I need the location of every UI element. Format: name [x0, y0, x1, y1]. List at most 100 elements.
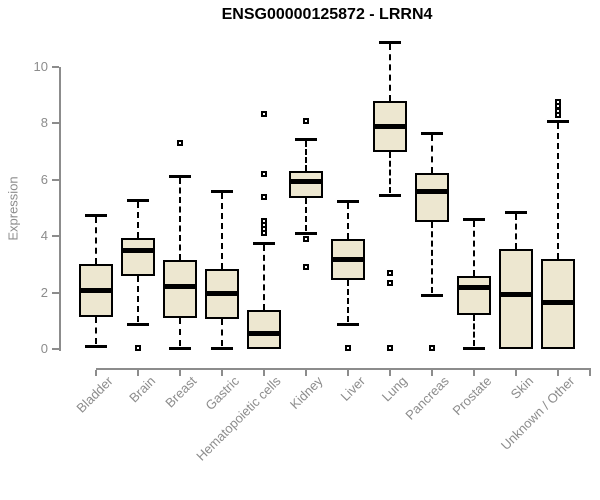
box-brain [121, 238, 155, 276]
whisker-lower-kidney [305, 198, 307, 231]
x-tick-label: Bladder [73, 373, 116, 416]
outlier-hematopoietic-cells [261, 218, 267, 224]
x-tick [221, 370, 223, 376]
x-tick [137, 370, 139, 376]
y-tick [52, 235, 59, 237]
outlier-hematopoietic-cells [261, 194, 267, 200]
whisker-upper-pancreas [431, 135, 433, 173]
y-tick-label: 4 [40, 228, 48, 243]
outlier-kidney [303, 236, 309, 242]
whisker-upper-breast [179, 178, 181, 260]
median-bladder [79, 288, 113, 293]
whisker-cap-lower-pancreas [421, 294, 443, 297]
median-prostate [457, 285, 491, 290]
x-tick [557, 370, 559, 376]
x-tick-label: Kidney [287, 373, 326, 413]
outlier-unknown-other [555, 108, 561, 114]
median-gastric [205, 291, 239, 296]
whisker-cap-upper-hematopoietic-cells [253, 242, 275, 245]
x-tick-label: Pancreas [402, 373, 452, 423]
whisker-cap-upper-gastric [211, 190, 233, 193]
whisker-upper-lung [389, 44, 391, 101]
whisker-upper-unknown-other [557, 123, 559, 259]
x-tick [95, 370, 97, 376]
whisker-lower-liver [347, 280, 349, 322]
y-tick [52, 348, 59, 350]
outlier-pancreas [429, 345, 435, 351]
whisker-lower-brain [137, 276, 139, 322]
box-pancreas [415, 173, 449, 222]
whisker-lower-lung [389, 152, 391, 193]
x-tick [473, 370, 475, 376]
x-tick [515, 370, 517, 376]
x-tick-label: Lung [378, 373, 410, 405]
y-tick-label: 0 [40, 341, 48, 356]
whisker-cap-upper-liver [337, 200, 359, 203]
whisker-cap-lower-kidney [295, 232, 317, 235]
box-kidney [289, 171, 323, 198]
y-tick [52, 122, 59, 124]
whisker-cap-upper-bladder [85, 214, 107, 217]
whisker-cap-lower-bladder [85, 345, 107, 348]
whisker-lower-prostate [473, 315, 475, 346]
outlier-lung [387, 345, 393, 351]
whisker-lower-breast [179, 318, 181, 346]
outlier-kidney [303, 264, 309, 270]
box-hematopoietic-cells [247, 310, 281, 349]
whisker-cap-lower-gastric [211, 347, 233, 350]
whisker-cap-upper-prostate [463, 218, 485, 221]
whisker-cap-upper-unknown-other [547, 120, 569, 123]
x-tick-label: Prostate [449, 373, 494, 419]
median-pancreas [415, 189, 449, 194]
box-breast [163, 260, 197, 318]
whisker-cap-upper-pancreas [421, 132, 443, 135]
whisker-upper-kidney [305, 141, 307, 171]
whisker-upper-liver [347, 203, 349, 239]
box-prostate [457, 276, 491, 315]
whisker-cap-lower-liver [337, 323, 359, 326]
box-skin [499, 249, 533, 349]
outlier-lung [387, 280, 393, 286]
median-skin [499, 292, 533, 297]
whisker-lower-pancreas [431, 222, 433, 293]
median-breast [163, 284, 197, 289]
outlier-lung [387, 270, 393, 276]
y-tick [52, 179, 59, 181]
whisker-upper-gastric [221, 193, 223, 269]
x-tick [179, 370, 181, 376]
x-axis-end-tick [589, 370, 591, 376]
y-tick [52, 292, 59, 294]
whisker-upper-hematopoietic-cells [263, 245, 265, 310]
whisker-cap-lower-lung [379, 194, 401, 197]
y-tick-label: 8 [40, 115, 48, 130]
x-tick-label: Breast [162, 373, 200, 411]
whisker-upper-prostate [473, 221, 475, 276]
outlier-hematopoietic-cells [261, 111, 267, 117]
x-tick [431, 370, 433, 376]
whisker-cap-upper-skin [505, 211, 527, 214]
whisker-upper-skin [515, 214, 517, 249]
y-axis-line [59, 67, 61, 351]
median-kidney [289, 179, 323, 184]
x-tick-label: Skin [507, 373, 536, 402]
y-tick-label: 2 [40, 285, 48, 300]
y-axis-title-wrap: Expression [0, 67, 26, 349]
x-axis-line [96, 368, 591, 370]
median-unknown-other [541, 300, 575, 305]
outlier-liver [345, 345, 351, 351]
median-hematopoietic-cells [247, 331, 281, 336]
median-liver [331, 257, 365, 262]
y-tick-label: 10 [33, 59, 48, 74]
x-tick-label: Brain [125, 373, 158, 406]
whisker-upper-brain [137, 202, 139, 238]
outlier-kidney [303, 118, 309, 124]
x-tick-label: Gastric [202, 373, 242, 414]
y-tick [52, 66, 59, 68]
outlier-hematopoietic-cells [261, 171, 267, 177]
chart-title: ENSG00000125872 - LRRN4 [221, 6, 433, 23]
outlier-brain [135, 345, 141, 351]
median-brain [121, 248, 155, 253]
x-tick [263, 370, 265, 376]
x-tick-label: Unknown / Other [498, 373, 578, 453]
